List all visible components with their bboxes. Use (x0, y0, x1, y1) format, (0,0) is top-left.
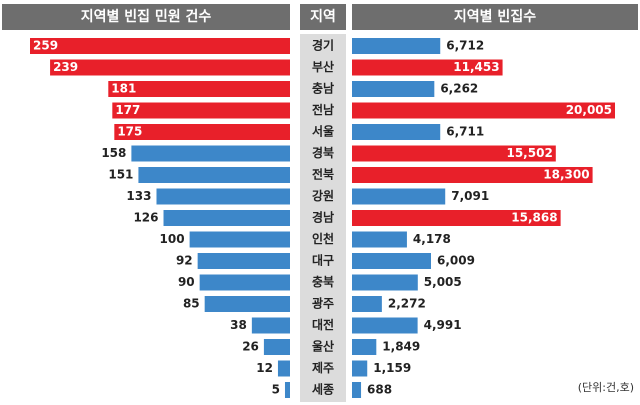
right-bar (352, 210, 561, 226)
left-value-label: 85 (183, 297, 200, 311)
left-header-bg (2, 4, 290, 30)
left-bar (204, 296, 290, 312)
left-value-label: 151 (108, 168, 133, 182)
right-bar (352, 360, 368, 377)
right-bar (352, 102, 615, 119)
category-label: 대전 (312, 317, 334, 332)
category-label: 강원 (312, 189, 334, 203)
category-label: 경남 (312, 210, 334, 225)
right-bar (352, 339, 377, 355)
left-bar (108, 81, 291, 97)
category-label: 세종 (312, 382, 334, 397)
left-bar (197, 253, 290, 269)
left-value-label: 175 (117, 125, 142, 139)
category-label: 인천 (312, 231, 334, 246)
right-bar (352, 124, 441, 140)
category-label: 충북 (312, 274, 334, 289)
left-value-label: 133 (126, 189, 151, 203)
left-value-label: 126 (133, 211, 158, 225)
left-bar (277, 360, 290, 377)
right-value-label: 18,300 (543, 168, 589, 182)
right-header-bg (352, 4, 638, 30)
left-bar (251, 317, 290, 334)
category-label: 제주 (312, 361, 334, 375)
category-label: 전북 (312, 167, 334, 182)
left-value-label: 38 (230, 318, 247, 332)
left-value-label: 177 (115, 103, 140, 117)
right-value-label: 4,991 (424, 318, 462, 332)
category-label: 서울 (312, 124, 334, 139)
left-value-label: 26 (242, 340, 259, 354)
right-title: 지역별 빈집수 (454, 8, 536, 25)
unit-note: (단위:건,호) (578, 381, 634, 394)
right-value-label: 6,262 (440, 82, 478, 96)
right-value-label: 15,502 (506, 146, 552, 160)
left-value-label: 181 (111, 82, 136, 96)
center-header-bg (300, 4, 346, 30)
left-bar (50, 59, 290, 76)
left-bar (199, 274, 290, 291)
category-label: 경기 (312, 38, 334, 53)
left-value-label: 259 (33, 39, 58, 53)
left-value-label: 100 (160, 232, 185, 246)
right-bar (352, 231, 407, 248)
category-label: 전남 (312, 102, 334, 117)
left-bar (163, 210, 290, 226)
left-title: 지역별 빈집 민원 건수 (81, 8, 212, 25)
right-bar (352, 167, 593, 183)
left-value-label: 5 (272, 383, 280, 397)
left-bar (131, 145, 290, 162)
right-bar (352, 38, 441, 54)
right-value-label: 6,711 (446, 125, 484, 139)
category-label: 광주 (312, 296, 334, 311)
right-bar (352, 296, 382, 312)
left-bar (138, 167, 290, 183)
right-value-label: 20,005 (566, 103, 612, 117)
center-title: 지역 (310, 8, 336, 25)
right-value-label: 6,009 (437, 254, 475, 268)
left-value-label: 158 (101, 146, 126, 160)
right-bar (352, 382, 362, 398)
right-value-label: 1,849 (382, 340, 420, 354)
right-value-label: 5,005 (424, 275, 462, 289)
left-value-label: 92 (176, 254, 193, 268)
left-bar (30, 38, 290, 54)
right-value-label: 688 (367, 383, 392, 397)
category-label: 대구 (312, 254, 334, 268)
right-value-label: 6,712 (446, 39, 484, 53)
right-bar (352, 59, 503, 76)
right-value-label: 4,178 (413, 232, 451, 246)
right-bar (352, 253, 431, 269)
category-label: 울산 (312, 339, 334, 354)
right-value-label: 15,868 (511, 211, 557, 225)
left-bar (112, 102, 290, 119)
left-bar (284, 382, 290, 398)
category-label: 부산 (312, 59, 334, 74)
category-label: 충남 (312, 81, 334, 96)
left-bar (263, 339, 290, 355)
left-bar (114, 124, 290, 140)
left-value-label: 12 (256, 361, 273, 375)
right-value-label: 7,091 (451, 189, 489, 203)
right-value-label: 1,159 (373, 361, 411, 375)
right-bar (352, 317, 418, 334)
left-bar (156, 188, 290, 205)
category-label: 경북 (312, 146, 334, 160)
right-value-label: 11,453 (453, 60, 499, 74)
center-column-bg (300, 34, 346, 402)
right-value-label: 2,272 (388, 297, 426, 311)
left-bar (189, 231, 290, 248)
right-bar (352, 81, 435, 97)
left-value-label: 90 (178, 275, 195, 289)
right-bar (352, 274, 418, 291)
right-bar (352, 188, 446, 205)
left-value-label: 239 (53, 60, 78, 74)
right-bar (352, 145, 556, 162)
